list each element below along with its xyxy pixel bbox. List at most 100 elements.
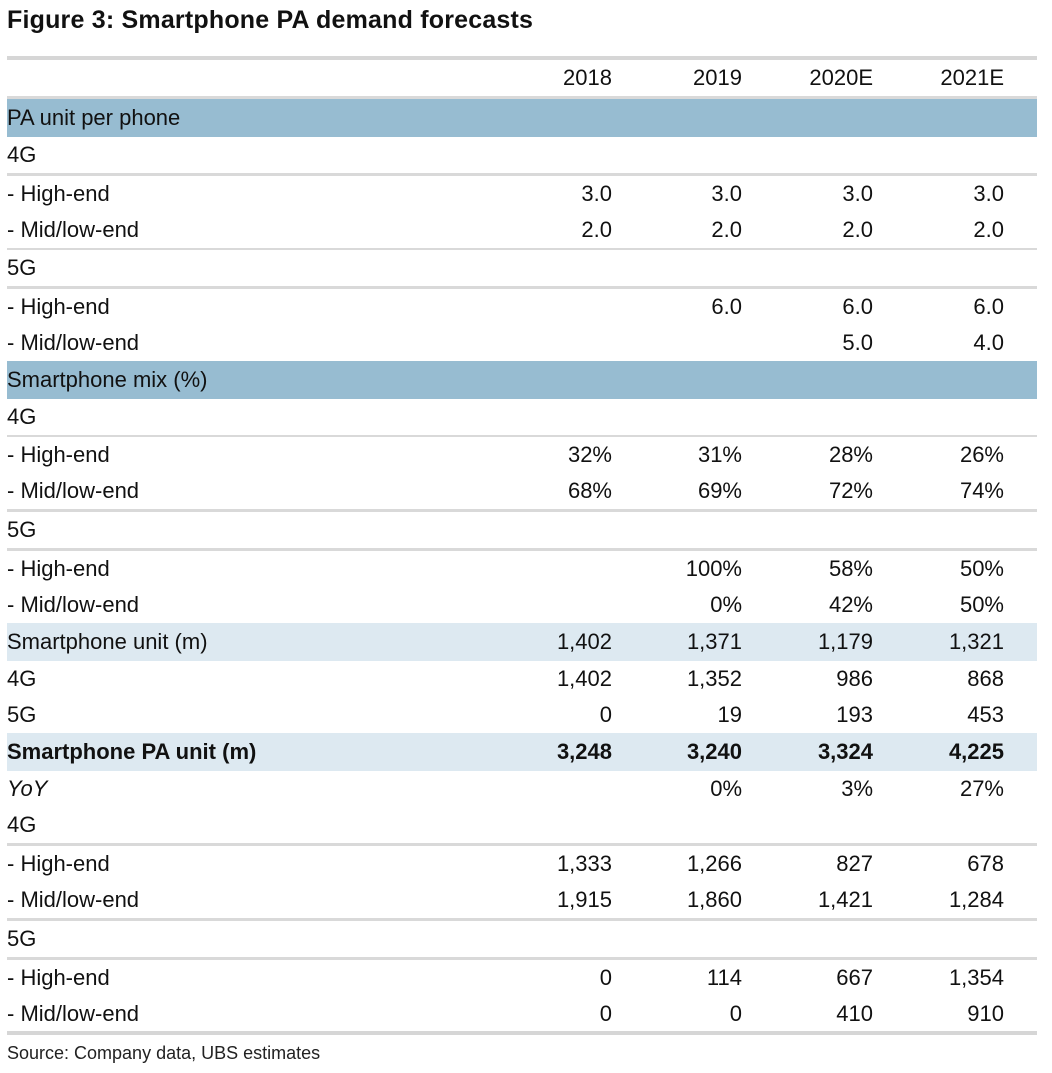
row-label: - Mid/low-end [7,217,140,242]
value-cell: 58% [828,556,873,581]
section-row: PA unit per phone [7,99,1037,137]
table-row: - High-end 6.0 6.0 6.0 [7,289,1037,325]
value-cell: 50% [959,556,1004,581]
table-row: - High-end 32% 31% 28% 26% [7,437,1037,473]
row-label: Smartphone unit (m) [7,629,208,654]
row-divider [7,509,1037,512]
header-row: 2018 2019 2020E 2021E [7,60,1037,96]
value-cell: 1,284 [948,887,1004,912]
value-cell: 0 [599,965,612,990]
table-row: 4G [7,807,1037,843]
row-label: 5G [7,702,37,727]
table-row: - Mid/low-end 0% 42% 50% [7,587,1037,623]
table-row: - Mid/low-end 68% 69% 72% 74% [7,473,1037,509]
row-label: 5G [7,255,37,280]
row-label: - Mid/low-end [7,1001,140,1026]
table-row: 5G [7,921,1037,957]
value-cell: 1,915 [556,887,612,912]
row-label: Smartphone PA unit (m) [7,739,257,764]
value-cell: 1,352 [686,666,742,691]
column-header: 2018 [563,65,612,90]
row-label: 4G [7,142,37,167]
table-row: - High-end 1,333 1,266 827 678 [7,846,1037,882]
row-label: 4G [7,666,37,691]
value-cell: 1,860 [686,887,742,912]
value-cell: 69% [697,478,742,503]
column-header: 2021E [940,65,1004,90]
row-divider [7,435,1037,437]
row-divider [7,286,1037,289]
value-cell: 0% [710,776,742,801]
value-cell: 1,179 [817,629,873,654]
value-cell: 3.0 [581,181,612,206]
row-divider [7,843,1037,846]
row-divider [7,173,1037,176]
value-cell: 100% [685,556,742,581]
value-cell: 3.0 [842,181,873,206]
value-cell: 2.0 [581,217,612,242]
row-divider [7,248,1037,250]
table-row: 5G [7,512,1037,548]
value-cell: 4.0 [973,330,1004,355]
value-cell: 3,248 [556,739,612,764]
table-row: - High-end 3.0 3.0 3.0 3.0 [7,176,1037,212]
row-divider [7,957,1037,960]
value-cell: 3,324 [817,739,873,764]
value-cell: 1,354 [948,965,1004,990]
value-cell: 0 [599,702,612,727]
row-label: - High-end [7,965,110,990]
value-cell: 6.0 [973,294,1004,319]
row-label: Smartphone mix (%) [7,367,208,392]
table-row: 4G 1,402 1,352 986 868 [7,661,1037,697]
figure-title: Figure 3: Smartphone PA demand forecasts [7,6,534,34]
row-label: - Mid/low-end [7,478,140,503]
value-cell: 868 [967,666,1004,691]
table-row: - Mid/low-end 2.0 2.0 2.0 2.0 [7,212,1037,248]
table-row: - Mid/low-end 0 0 410 910 [7,996,1037,1032]
value-cell: 827 [836,851,873,876]
value-cell: 68% [567,478,612,503]
value-cell: 2.0 [973,217,1004,242]
row-label: - Mid/low-end [7,887,140,912]
row-label: - Mid/low-end [7,592,140,617]
row-label: - High-end [7,556,110,581]
value-cell: 193 [836,702,873,727]
value-cell: 3% [841,776,873,801]
value-cell: 910 [967,1001,1004,1026]
row-label: YoY [7,776,48,801]
value-cell: 3,240 [686,739,742,764]
value-cell: 1,333 [556,851,612,876]
value-cell: 28% [828,442,873,467]
row-divider [7,918,1037,921]
source-note: Source: Company data, UBS estimates [7,1043,321,1063]
value-cell: 1,266 [686,851,742,876]
table-row: YoY 0% 3% 27% [7,771,1037,807]
value-cell: 0% [710,592,742,617]
bottom-rule [7,1031,1037,1035]
value-cell: 31% [697,442,742,467]
column-header: 2019 [693,65,742,90]
table-row: 4G [7,399,1037,435]
table-row: - High-end 100% 58% 50% [7,551,1037,587]
value-cell: 4,225 [948,739,1004,764]
column-header: 2020E [809,65,873,90]
value-cell: 678 [967,851,1004,876]
value-cell: 19 [717,702,742,727]
value-cell: 453 [967,702,1004,727]
value-cell: 1,402 [556,629,612,654]
value-cell: 2.0 [711,217,742,242]
row-label: - High-end [7,442,110,467]
table-row: - Mid/low-end 5.0 4.0 [7,325,1037,361]
row-label: - High-end [7,181,110,206]
row-label: - High-end [7,294,110,319]
table-row: Smartphone PA unit (m) 3,248 3,240 3,324 4,2… [7,733,1037,771]
value-cell: 3.0 [973,181,1004,206]
value-cell: 74% [959,478,1004,503]
value-cell: 1,402 [556,666,612,691]
table-row: 5G 0 19 193 453 [7,697,1037,733]
value-cell: 42% [828,592,873,617]
top-rule [7,56,1037,60]
value-cell: 0 [599,1001,612,1026]
value-cell: 3.0 [711,181,742,206]
value-cell: 72% [828,478,873,503]
